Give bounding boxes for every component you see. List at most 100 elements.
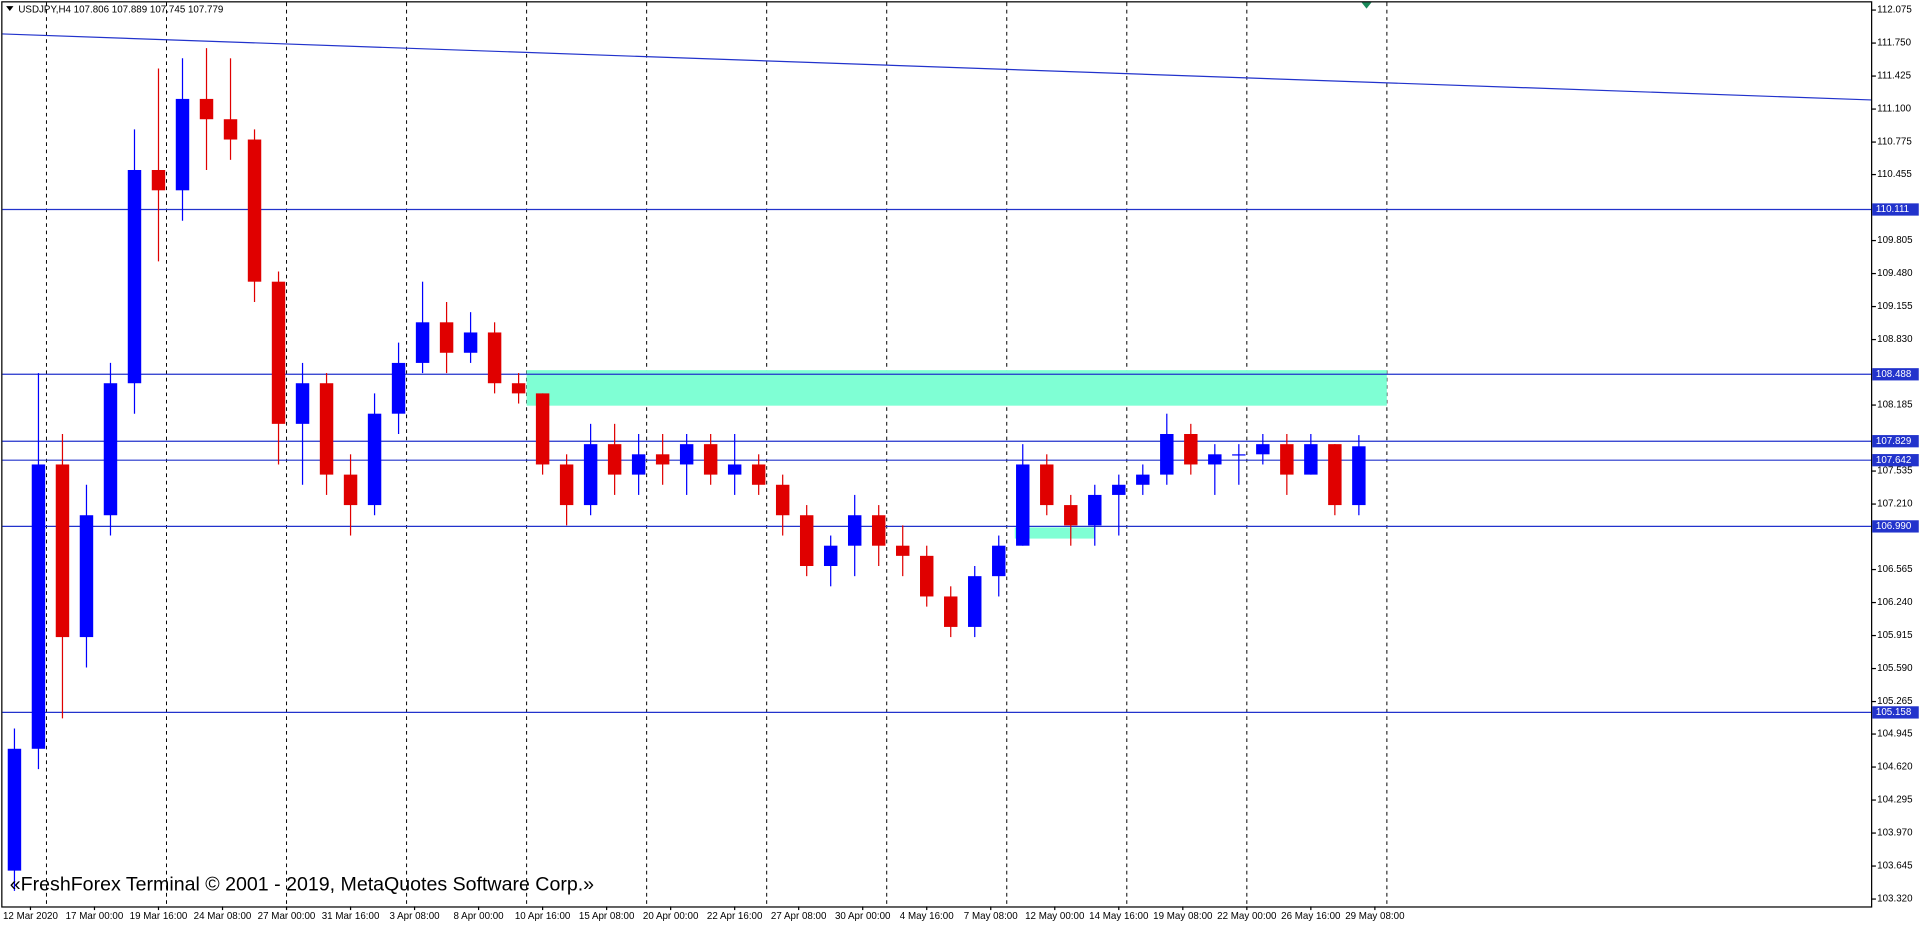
candle-body: [223, 119, 238, 140]
candle-body: [247, 139, 262, 282]
y-tick-label: 109.805: [1877, 235, 1913, 246]
layer: [2, 2, 1872, 906]
level-label-box: [1872, 706, 1919, 719]
y-tick-label: 105.590: [1877, 663, 1913, 674]
candle-body: [199, 98, 214, 120]
shift-marker: [1361, 2, 1372, 9]
x-tick-label: 22 May 00:00: [1217, 911, 1277, 922]
x-tick-label: 3 Apr 08:00: [390, 911, 441, 922]
y-tick-label: 108.185: [1877, 400, 1913, 411]
candle-body: [1280, 444, 1294, 475]
candle-body: [1184, 434, 1198, 465]
level-label: 106.990: [1876, 521, 1912, 532]
x-tick-label: 30 Apr 00:00: [835, 911, 891, 922]
y-tick-label: 104.620: [1877, 762, 1913, 773]
y-tick-label: 106.240: [1877, 597, 1913, 608]
x-tick-label: 22 Apr 16:00: [707, 911, 763, 922]
y-tick-label: 110.455: [1877, 169, 1912, 180]
candle-body: [103, 383, 118, 516]
x-tick-label: 10 Apr 16:00: [515, 911, 571, 922]
chart-title: USDJPY,H4 107.806 107.889 107.745 107.77…: [18, 4, 223, 15]
candle-body: [1160, 434, 1174, 475]
candle-body: [920, 555, 934, 597]
candle-body: [1352, 446, 1366, 506]
y-tick-label: 103.970: [1877, 828, 1913, 839]
candle-body: [583, 444, 598, 506]
candle-body: [391, 362, 406, 414]
x-tick-label: 26 May 16:00: [1281, 911, 1341, 922]
candle-body: [271, 281, 286, 424]
candle-body: [31, 464, 46, 749]
y-tick-label: 106.565: [1877, 564, 1913, 575]
candle-body: [607, 444, 622, 475]
x-tick-label: 12 Mar 2020: [3, 911, 59, 922]
y-tick-label: 109.480: [1877, 268, 1913, 279]
symbol-arrow: [6, 6, 14, 12]
candle-body: [439, 322, 454, 353]
x-tick-label: 27 Apr 08:00: [771, 911, 827, 922]
candle-body: [679, 444, 694, 465]
candle-body: [127, 169, 142, 384]
candle-body: [319, 383, 334, 475]
candle-body: [1088, 494, 1102, 526]
y-tick-label: 104.295: [1877, 795, 1913, 806]
candle-body: [175, 98, 190, 191]
candle-body: [295, 383, 310, 424]
candle-body: [727, 464, 742, 475]
level-label: 107.642: [1876, 455, 1911, 466]
y-tick-label: 112.075: [1877, 5, 1912, 16]
candle-body: [703, 444, 718, 475]
plot-frame: [1, 1, 1873, 908]
candle-body: [511, 383, 526, 394]
candle-body: [1256, 444, 1270, 455]
candle-body: [535, 393, 550, 465]
layer: [7, 48, 1366, 891]
layer: 112.075 111.750 111.425 111.100 110.775 110.4…: [3, 5, 1919, 922]
x-tick-label: 24 Mar 08:00: [194, 911, 252, 922]
candle-body: [1232, 454, 1246, 456]
y-tick-label: 105.265: [1877, 696, 1913, 707]
x-tick-label: 17 Mar 00:00: [66, 911, 124, 922]
x-tick-label: 14 May 16:00: [1089, 911, 1149, 922]
candle-body: [55, 464, 70, 638]
candle-body: [655, 454, 670, 465]
candle-body: [1016, 464, 1030, 546]
x-tick-label: 27 Mar 00:00: [258, 911, 316, 922]
candle-body: [799, 515, 814, 567]
y-tick-label: 107.210: [1877, 499, 1913, 510]
candle-body: [559, 464, 574, 506]
candle-body: [1040, 464, 1054, 506]
candle-body: [631, 454, 646, 475]
level-label-box: [1872, 368, 1919, 381]
x-tick-label: 12 May 00:00: [1025, 911, 1085, 922]
zone: [1014, 527, 1095, 539]
x-tick-label: 19 May 08:00: [1153, 911, 1213, 922]
y-tick-label: 111.425: [1877, 71, 1911, 82]
candle-body: [775, 484, 790, 516]
candle-body: [992, 545, 1006, 577]
y-tick-label: 104.945: [1877, 729, 1913, 740]
candle-body: [1304, 444, 1318, 475]
candle-body: [415, 322, 430, 363]
zone: [526, 370, 1387, 406]
x-tick-label: 4 May 16:00: [900, 911, 954, 922]
candle-body: [1136, 474, 1150, 485]
candle-body: [151, 169, 166, 191]
candle-body: [79, 515, 94, 638]
y-tick-label: 111.750: [1877, 38, 1911, 49]
candle-body: [847, 515, 862, 546]
candle-body: [944, 596, 958, 627]
level-label: 110.111: [1876, 204, 1909, 215]
candle-body: [871, 515, 886, 546]
x-tick-label: 29 May 08:00: [1345, 911, 1405, 922]
x-tick-label: 15 Apr 08:00: [579, 911, 635, 922]
y-tick-label: 107.535: [1877, 466, 1913, 477]
candle-body: [487, 332, 502, 384]
candle-body: [968, 576, 982, 627]
candle-body: [7, 748, 22, 871]
level-label-box: [1872, 454, 1919, 467]
candle-body: [343, 474, 358, 506]
level-label-box: [1872, 203, 1919, 216]
